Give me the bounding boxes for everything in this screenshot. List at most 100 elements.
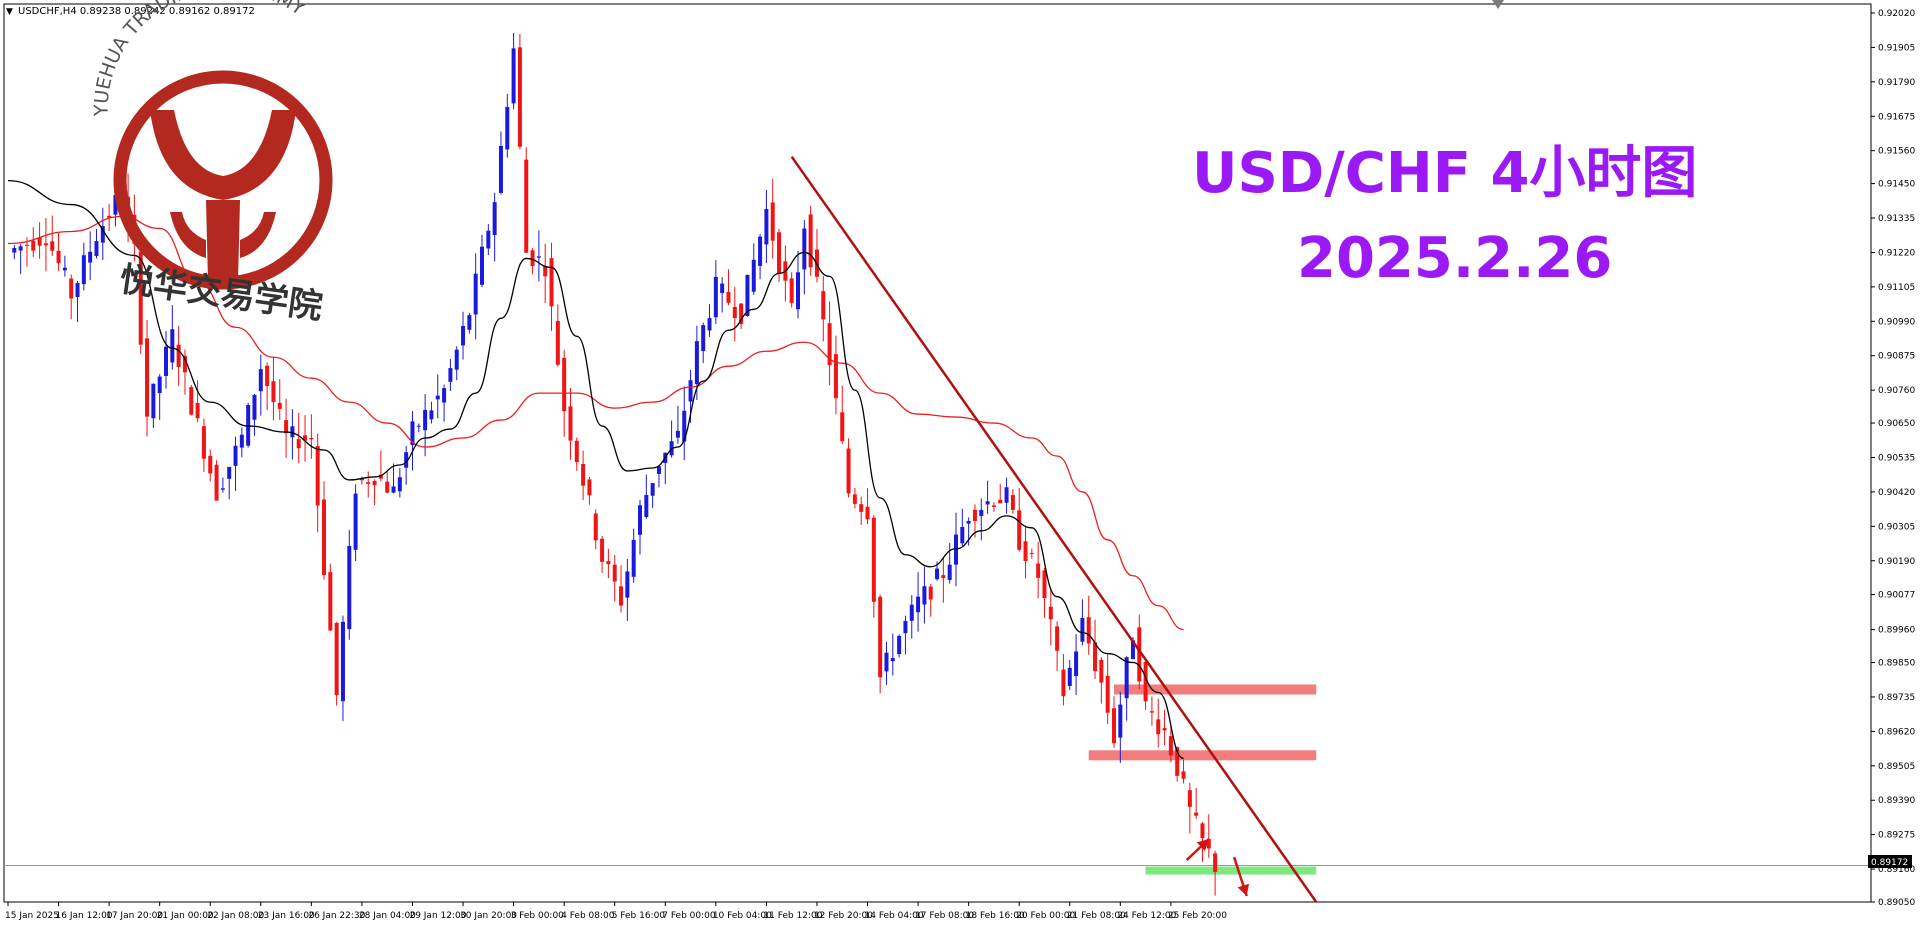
- candle-up: [644, 495, 649, 517]
- candle-down: [543, 266, 548, 277]
- candle-down: [821, 291, 826, 320]
- candle-up: [88, 251, 93, 263]
- trendline-group: [790, 155, 1318, 903]
- candle-up: [157, 376, 162, 394]
- candle-down: [1168, 736, 1173, 756]
- candle-down: [1029, 553, 1034, 555]
- candle-down: [328, 572, 333, 631]
- y-tick-label: 0.91790: [1878, 78, 1915, 88]
- candle-up: [694, 341, 699, 385]
- candle-up: [397, 477, 402, 492]
- candle-down: [972, 509, 977, 522]
- candle-down: [334, 622, 339, 696]
- symbol-header: USDCHF,H4 0.89238 0.89242 0.89162 0.8917…: [18, 6, 255, 17]
- chart-overlay-title: USD/CHF 4小时图: [1192, 141, 1697, 206]
- candle-up: [802, 228, 807, 270]
- candle-up: [467, 315, 472, 330]
- candle-down: [808, 214, 813, 268]
- candle-down: [1061, 669, 1066, 697]
- candle-down: [574, 440, 579, 463]
- candle-up: [1004, 487, 1009, 503]
- logo-emblem-top: [150, 110, 296, 200]
- candle-up: [113, 194, 118, 215]
- candle-down: [619, 586, 624, 606]
- candle-down: [1017, 510, 1022, 550]
- current-price-tag: [1868, 855, 1912, 868]
- candle-up: [751, 259, 756, 292]
- candle-down: [726, 291, 731, 303]
- candles: [12, 33, 1218, 896]
- candle-down: [138, 251, 143, 345]
- candle-up: [492, 202, 497, 236]
- candle-up: [498, 145, 503, 193]
- candle-down: [549, 258, 554, 307]
- candle-down: [145, 338, 150, 417]
- triangle-down-icon[interactable]: ▼: [6, 7, 13, 17]
- candle-up: [536, 256, 541, 258]
- y-tick-label: 0.90990: [1878, 317, 1915, 327]
- current-price-label: 0.89172: [1871, 858, 1908, 868]
- candle-down: [852, 494, 857, 504]
- candle-down: [208, 455, 213, 474]
- candle-down: [359, 478, 364, 481]
- candle-down: [37, 237, 42, 246]
- candle-up: [62, 267, 67, 271]
- y-tick-label: 0.91905: [1878, 43, 1915, 53]
- candle-down: [568, 406, 573, 441]
- candle-down: [991, 505, 996, 507]
- candle-up: [416, 425, 421, 427]
- candle-up: [486, 230, 491, 249]
- candle-up: [656, 466, 661, 474]
- candle-up: [454, 349, 459, 370]
- candle-up: [1118, 704, 1123, 738]
- candle-down: [878, 596, 883, 678]
- y-tick-label: 0.89160: [1878, 865, 1915, 875]
- candle-up: [758, 236, 763, 266]
- academy-logo: YUEHUA TRADING ACADEMY 悦华交易学院: [91, 0, 333, 327]
- candle-down: [378, 474, 383, 479]
- candle-down: [195, 402, 200, 419]
- candle-down: [201, 426, 206, 459]
- candle-down: [56, 250, 61, 264]
- candle-up: [442, 388, 447, 403]
- y-tick-label: 0.92020: [1878, 9, 1915, 19]
- y-tick-label: 0.91220: [1878, 248, 1915, 258]
- x-tick-label: 20 Feb 00:00: [1016, 911, 1075, 921]
- candle-down: [1112, 708, 1116, 744]
- x-tick-label: 14 Feb 04:00: [865, 911, 924, 921]
- candle-down: [600, 538, 605, 562]
- y-tick-label: 0.89050: [1878, 898, 1915, 908]
- candle-up: [164, 346, 168, 376]
- x-tick-label: 25 Feb 20:00: [1168, 911, 1227, 921]
- candle-down: [1042, 570, 1047, 599]
- candle-up: [903, 620, 908, 634]
- x-tick-label: 16 Jan 12:00: [56, 911, 113, 921]
- y-tick-label: 0.90650: [1878, 419, 1915, 429]
- candle-down: [1213, 853, 1218, 873]
- candle-down: [1055, 626, 1060, 651]
- x-tick-label: 15 Jan 2025: [5, 911, 59, 921]
- candle-down: [24, 244, 29, 246]
- candle-up: [1067, 667, 1072, 686]
- candle-up: [1080, 617, 1085, 642]
- logo-ring: [113, 70, 333, 290]
- candle-up: [461, 325, 466, 346]
- candle-down: [587, 479, 592, 496]
- candle-down: [265, 365, 270, 387]
- downtrend-line: [790, 155, 1318, 903]
- candle-up: [252, 394, 257, 420]
- candle-up: [1124, 657, 1129, 699]
- candle-up: [713, 276, 718, 318]
- candle-up: [966, 521, 971, 524]
- plot-frame: [3, 3, 1872, 903]
- candle-up: [890, 658, 895, 662]
- x-tick-label: 7 Feb 00:00: [662, 911, 716, 921]
- candle-down: [1137, 627, 1142, 682]
- candle-down: [1093, 642, 1098, 672]
- candle-down: [928, 586, 933, 600]
- candle-down: [606, 561, 611, 565]
- ma-fast-line: [7, 179, 1184, 759]
- x-tick-label: 12 Feb 20:00: [814, 911, 873, 921]
